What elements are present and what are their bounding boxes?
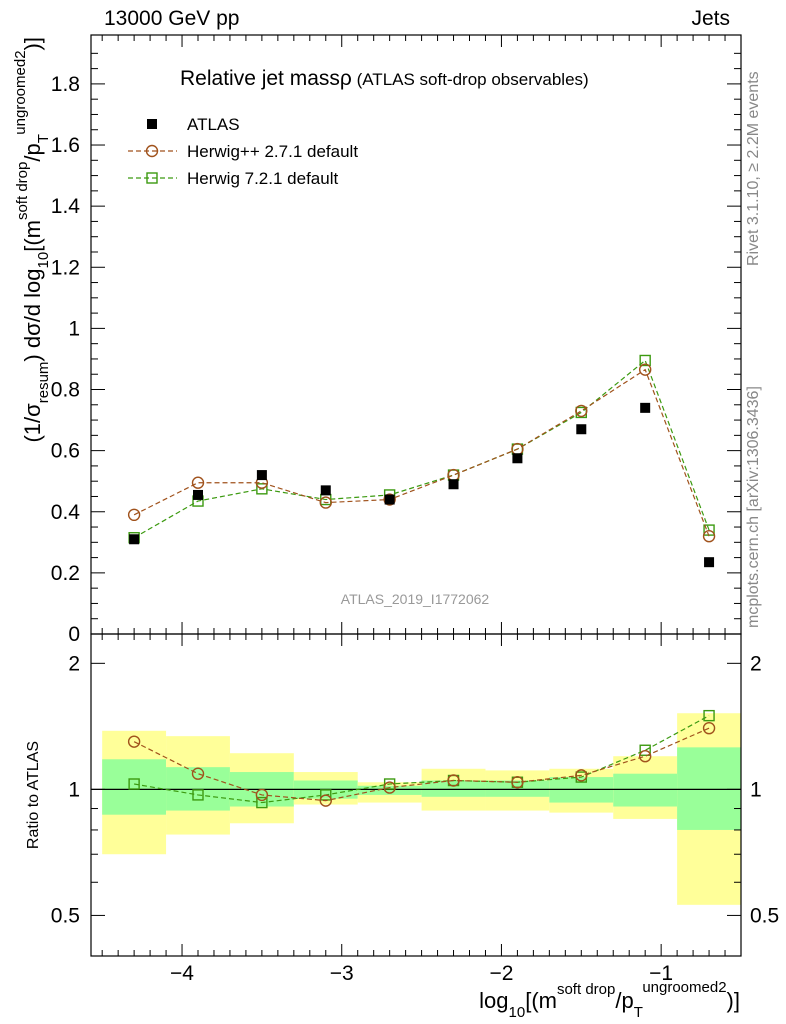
- uncertainty-bands: [102, 713, 741, 905]
- y-tick-label: 1.6: [51, 134, 80, 157]
- data-point: [704, 557, 715, 568]
- mc-point: [511, 776, 524, 789]
- data-point: [448, 479, 459, 490]
- mc-point: [703, 709, 715, 722]
- y-tick-labels-main: 0 0.2 0.4 0.6 0.8 1 1.2 1.4 1.6 1.8: [51, 73, 81, 646]
- data-point: [512, 453, 523, 464]
- ratio-tick-label-left: 0.5: [51, 904, 80, 927]
- mc-point: [320, 789, 332, 801]
- x-tick-label: −4: [170, 962, 194, 985]
- mcplots-label: mcplots.cern.ch [arXiv:1306.3436]: [745, 386, 762, 628]
- mc-point: [702, 530, 716, 543]
- analysis-id-label: ATLAS_2019_I1772062: [341, 591, 490, 607]
- data-point: [384, 494, 395, 505]
- y-tick-label: 1.4: [51, 195, 81, 218]
- series-atlas: [129, 402, 715, 568]
- band-inner-bin: [421, 780, 486, 797]
- x-tick-label: −1: [649, 962, 673, 985]
- x-axis-label: log10[(msoft drop/pTungroomed2)]: [479, 979, 740, 1021]
- ratio-line: [133, 727, 710, 802]
- mc-point: [127, 735, 141, 748]
- data-point: [147, 119, 157, 129]
- band-inner-bin: [613, 773, 678, 807]
- y-tick-label: 0.4: [51, 501, 81, 524]
- mc-point: [639, 744, 651, 756]
- ratio-tick-label-right: 0.5: [750, 904, 779, 927]
- mc-point: [575, 769, 588, 782]
- data-point: [576, 424, 587, 435]
- mc-point: [383, 493, 396, 506]
- legend-label: Herwig 7.2.1 default: [187, 169, 338, 188]
- category-label: Jets: [691, 7, 730, 30]
- mc-point: [638, 750, 652, 763]
- series-herwig-2-7-1-default: [127, 363, 716, 543]
- y-axis-label: (1/σresum) dσ/d log10[(msoft drop/pTungr…: [12, 37, 52, 443]
- ratio-tick-label-right: 2: [750, 652, 762, 675]
- band-inner-bin: [485, 780, 550, 797]
- mc-point: [256, 796, 268, 809]
- rivet-version-label: Rivet 3.1.10, ≥ 2.2M events: [745, 71, 762, 266]
- mc-point: [146, 172, 158, 184]
- series-line: [133, 359, 710, 539]
- ratio-tick-label-right: 1: [750, 778, 762, 801]
- ratio-plot-frame: [90, 633, 742, 957]
- y-tick-label: 1.2: [51, 256, 80, 279]
- mc-point: [128, 778, 140, 790]
- band-inner-bin: [357, 785, 422, 795]
- x-tick-label: −2: [489, 962, 513, 985]
- ratio-series-herwig-2-7-1-default: [127, 721, 716, 807]
- y-tick-labels-ratio: 0.5 0.5 1 1 2 2: [51, 652, 779, 927]
- energy-label: 13000 GeV pp: [104, 7, 240, 30]
- mc-point: [191, 767, 205, 780]
- legend-label: Herwig++ 2.7.1 default: [187, 142, 358, 161]
- x-axis-ticks: [101, 35, 726, 956]
- mc-point: [638, 363, 652, 376]
- mc-point: [145, 144, 159, 158]
- y-axis-ticks-main: [91, 52, 741, 635]
- ratio-y-axis-label: Ratio to ATLAS: [25, 741, 42, 849]
- mc-point: [127, 508, 141, 522]
- mc-point: [702, 721, 716, 735]
- data-point: [256, 470, 267, 481]
- mc-point: [319, 496, 332, 509]
- ratio-line: [134, 715, 710, 804]
- y-tick-label: 0.2: [51, 562, 80, 585]
- ratio-tick-label-left: 1: [68, 778, 80, 801]
- series-line: [133, 368, 710, 537]
- y-tick-label: 1: [68, 317, 80, 340]
- ratio-tick-label-left: 2: [68, 652, 80, 675]
- mc-point: [319, 794, 332, 807]
- mc-point: [447, 468, 460, 482]
- mc-point: [575, 404, 588, 418]
- x-tick-label: −3: [330, 962, 354, 985]
- mc-point: [191, 476, 205, 489]
- y-tick-label: 0.6: [51, 440, 80, 463]
- data-point: [193, 489, 204, 500]
- legend-label: ATLAS: [187, 115, 240, 134]
- y-tick-label: 0: [68, 623, 80, 646]
- y-tick-label: 0.8: [51, 379, 80, 402]
- mc-point: [192, 789, 204, 801]
- mc-point: [639, 354, 651, 367]
- mc-point: [383, 781, 396, 794]
- data-point: [640, 402, 651, 413]
- series-herwig-7-2-1-default: [128, 354, 715, 544]
- mc-point: [256, 483, 268, 495]
- band-inner-bin: [677, 747, 741, 830]
- mc-point: [447, 774, 460, 787]
- data-point: [320, 485, 331, 496]
- x-tick-labels: −4 −3 −2 −1: [170, 962, 673, 985]
- mc-point: [255, 788, 269, 802]
- band-inner-bin: [102, 759, 167, 815]
- legend: ATLAS Herwig++ 2.7.1 default Herwig 7.2.1 …: [128, 115, 358, 188]
- chart-title: Relative jet massρ (ATLAS soft-drop obse…: [180, 67, 589, 90]
- data-point: [129, 534, 140, 545]
- y-tick-label: 1.8: [51, 73, 80, 96]
- y-axis-ticks-ratio: [91, 662, 741, 957]
